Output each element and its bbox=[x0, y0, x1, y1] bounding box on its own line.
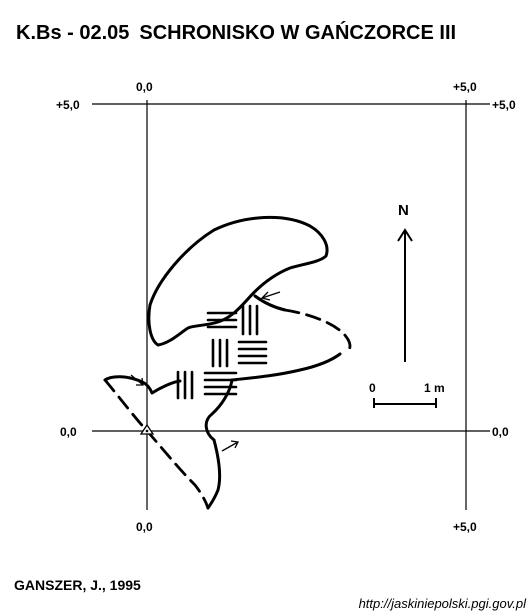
cave-name: SCHRONISKO W GAŃCZORCE III bbox=[139, 22, 457, 44]
scale-bar bbox=[373, 398, 437, 408]
cave-wall-entrance-upper bbox=[253, 294, 287, 312]
grid-label-upper-left: +5,0 bbox=[56, 98, 80, 112]
source-url: http://jaskiniepolski.pgi.gov.pl bbox=[358, 596, 526, 611]
map-title: K.Bs - 02.05 SCHRONISKO W GAŃCZORCE III bbox=[16, 22, 456, 45]
grid-lines bbox=[92, 100, 490, 510]
cave-code: K.Bs - 02.05 bbox=[16, 22, 130, 44]
rock-debris bbox=[176, 304, 268, 400]
grid-label-bottom-right: +5,0 bbox=[453, 520, 477, 534]
grid-label-bottom-left: 0,0 bbox=[136, 520, 153, 534]
dashed-west-wall bbox=[103, 378, 210, 510]
grid-label-top-left: 0,0 bbox=[136, 80, 153, 94]
entrance-arrow-left bbox=[130, 374, 144, 386]
cave-wall-lower bbox=[204, 352, 342, 442]
north-label: N bbox=[398, 202, 409, 219]
cave-wall-lower-south bbox=[206, 438, 222, 510]
entrance-arrows bbox=[130, 291, 281, 452]
cave-wall-left-tongue bbox=[103, 375, 182, 395]
grid-label-lower-right: 0,0 bbox=[492, 425, 509, 439]
dashed-east-wall bbox=[283, 308, 352, 354]
cave-approx-outline bbox=[103, 308, 352, 510]
north-arrow-icon bbox=[397, 228, 413, 362]
cave-wall-upper bbox=[147, 215, 329, 347]
grid-label-upper-right: +5,0 bbox=[492, 98, 516, 112]
scale-label-start: 0 bbox=[369, 381, 376, 395]
scale-label-end: 1 m bbox=[424, 381, 445, 395]
grid-label-lower-left: 0,0 bbox=[60, 425, 77, 439]
grid-label-top-right: +5,0 bbox=[453, 80, 477, 94]
entrance-arrow-upper bbox=[260, 291, 281, 301]
entrance-arrow-lower bbox=[221, 440, 239, 452]
cave-walls bbox=[103, 215, 342, 510]
survey-station-icon bbox=[139, 423, 155, 435]
author-credit: GANSZER, J., 1995 bbox=[14, 577, 141, 593]
